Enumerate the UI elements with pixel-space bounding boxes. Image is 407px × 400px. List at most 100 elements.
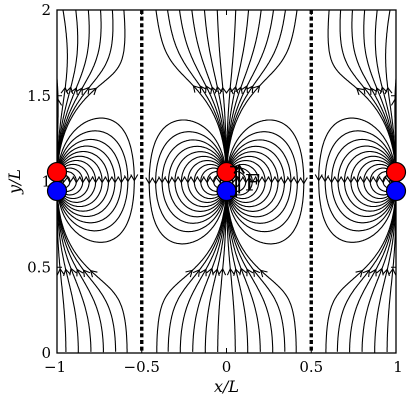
streamline-87 [318,117,396,243]
stream-arrow [397,259,404,265]
stream-arrow [252,269,261,277]
stream-arrow [376,267,384,276]
stream-arrow [261,176,270,184]
blue-particle [385,180,407,202]
stream-arrow [196,176,205,184]
blue-particle [216,180,237,202]
stream-arrow [70,86,78,95]
stream-arrow [388,267,396,276]
stream-arrow [353,176,362,184]
stream-arrow [111,176,120,184]
stream-arrow [151,177,160,185]
stream-arrow [242,176,251,184]
stream-arrow [226,267,235,276]
streamline-63 [226,187,274,353]
y-axis-label: y/L [5,169,24,195]
stream-arrow [190,176,199,184]
stream-arrow [355,87,364,96]
stream-arrow [57,98,63,106]
stream-arrow [346,176,355,184]
stream-arrow [240,85,248,94]
stream-arrow [76,268,84,277]
red-particle [46,161,68,183]
stream-arrow [246,268,254,277]
stream-arrow [230,85,239,94]
stream-arrow [130,174,139,182]
stream-arrow [390,98,396,106]
stream-arrow [375,86,383,95]
stream-arrow [89,87,98,96]
stream-arrow [378,176,387,184]
axis-ticks: −1 −0.5 0 0.5 1 0 0.5 1 1.5 2 [27,1,403,376]
separatrices [140,10,313,353]
red-particle [216,161,237,183]
stream-arrow [91,176,100,184]
stream-arrow [252,85,261,93]
stream-arrow [210,86,218,95]
x-tick-label: 1 [393,358,403,376]
stream-arrow [372,176,381,184]
streamline-85 [331,138,396,224]
stream-arrow [63,268,71,277]
stream-arrow [259,269,268,278]
stream-arrow [75,87,83,95]
stream-arrow [235,86,243,95]
stream-arrow [363,86,371,95]
stream-arrow [340,176,349,184]
stream-arrow [233,268,241,277]
streamlines [57,10,404,353]
stream-arrow [209,176,218,184]
stream-arrow [123,175,132,183]
streamline-96 [349,187,396,353]
streamline-47 [226,131,298,233]
stream-arrow [299,177,308,185]
stream-arrow [248,176,257,184]
y-tick-label: 2 [41,1,51,19]
stream-arrow [327,176,336,184]
stream-arrow [205,85,213,94]
stream-arrow [145,177,154,185]
stream-arrow [170,176,179,184]
stream-arrow [369,268,377,277]
stream-arrow [219,86,228,95]
stream-arrow [382,268,390,277]
streamline-88 [395,187,396,211]
force-annotation: F [230,163,260,198]
stream-arrow [384,86,393,95]
stream-arrow [158,176,167,184]
stream-arrow [60,86,69,95]
stream-arrow [280,177,289,185]
streamline-44 [167,145,227,218]
streamline-12 [57,117,135,243]
particles [46,161,407,202]
stream-arrow [267,176,276,184]
stream-arrow [185,269,194,278]
streamline-73 [226,10,298,177]
y-tick-label: 0 [41,344,51,362]
stream-arrow [164,177,173,185]
stream-arrow [293,177,302,185]
stream-arrow [199,268,207,277]
stream-arrow [192,269,201,277]
stream-arrow [225,86,234,95]
stream-arrow [117,176,126,184]
y-tick-label: 1.5 [27,87,51,105]
stream-arrow [366,176,374,184]
streamline-43 [226,145,286,218]
stream-arrow [239,267,247,276]
streamline-64 [179,187,227,353]
stream-arrow [355,269,364,278]
streamline-11 [57,130,129,232]
stream-arrow [57,267,65,276]
x-tick-label: −0.5 [124,358,160,376]
stream-arrow [202,176,211,184]
stream-arrow [82,86,90,95]
stream-arrow [362,269,371,278]
stream-arrow [333,176,342,184]
x-tick-label: −1 [44,358,66,376]
stream-arrow [274,176,283,184]
x-tick-label: 0 [222,358,232,376]
stream-arrow [314,174,323,182]
stream-arrow [85,176,94,184]
